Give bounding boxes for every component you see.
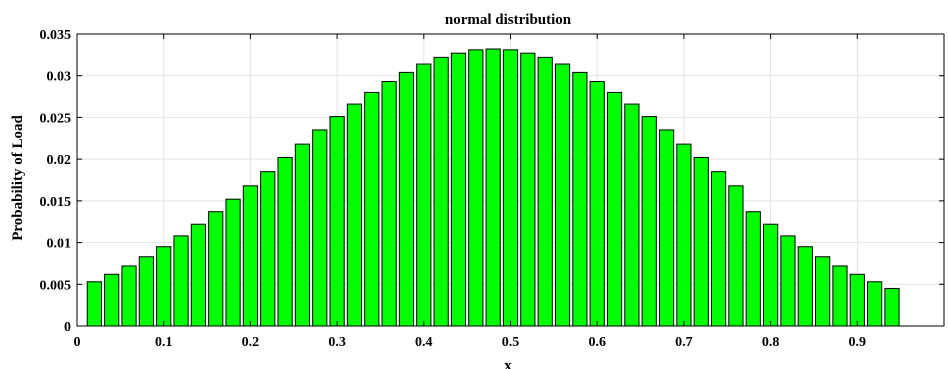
x-tick-label: 0.3	[328, 335, 346, 350]
chart-title: normal distribution	[445, 12, 572, 28]
x-tick-label: 0.1	[155, 335, 173, 350]
bar	[728, 185, 744, 327]
bar	[433, 56, 449, 327]
bar	[173, 235, 189, 327]
y-tick-label: 0.02	[47, 153, 72, 168]
bar	[693, 156, 709, 327]
y-tick-label: 0.035	[40, 28, 72, 43]
bar	[225, 198, 241, 327]
bar	[589, 81, 605, 327]
bar	[797, 246, 813, 327]
bar	[676, 143, 692, 327]
bar	[867, 281, 883, 327]
x-axis-ticks: 0 0.1 0.2 0.3 0.4 0.5 0.6 0.7 0.8 0.9	[74, 34, 867, 350]
bar	[762, 223, 779, 327]
bar	[329, 116, 345, 327]
bar	[502, 49, 519, 327]
bar	[416, 63, 432, 327]
x-axis-title: x	[504, 358, 512, 369]
bar	[364, 91, 380, 327]
y-tick-label: 0.01	[47, 237, 72, 252]
y-tick-label: 0	[64, 320, 71, 335]
bar	[658, 129, 675, 327]
bar	[381, 81, 397, 327]
bar	[121, 265, 137, 327]
x-tick-label: 0.9	[849, 335, 867, 350]
bar	[294, 143, 311, 327]
y-tick-label: 0.015	[40, 195, 72, 210]
bar	[520, 52, 536, 327]
bar	[572, 71, 588, 327]
x-tick-label: 0.8	[762, 335, 780, 350]
x-tick-label: 0.7	[675, 335, 693, 350]
bar	[815, 256, 831, 327]
bar	[277, 156, 293, 327]
x-tick-label: 0.6	[588, 335, 606, 350]
bar	[745, 211, 761, 327]
bar	[260, 171, 276, 327]
y-axis-ticks: 0 0.005 0.01 0.015 0.02 0.025 0.03 0.035	[40, 28, 944, 335]
bar	[190, 223, 206, 327]
bars-group	[86, 48, 900, 327]
x-tick-label: 0.2	[242, 335, 260, 350]
bar	[884, 287, 900, 327]
y-tick-label: 0.005	[40, 278, 72, 293]
y-tick-label: 0.03	[47, 70, 72, 85]
bar	[485, 48, 501, 327]
bar	[346, 103, 363, 327]
bar	[606, 91, 623, 327]
bar	[832, 265, 848, 327]
bar	[780, 235, 796, 327]
x-tick-label: 0.4	[415, 335, 433, 350]
bar	[104, 273, 120, 327]
x-tick-label: 0	[74, 335, 81, 350]
bar	[242, 185, 259, 327]
bar	[468, 49, 484, 327]
bar	[86, 281, 102, 327]
x-tick-label: 0.5	[502, 335, 520, 350]
bar	[138, 256, 154, 327]
y-axis-title: Probability of Load	[10, 115, 26, 241]
bar	[398, 71, 415, 327]
bar	[156, 246, 172, 327]
bar	[710, 171, 727, 327]
bar	[450, 52, 467, 327]
bar	[624, 103, 640, 327]
bar	[641, 116, 657, 327]
bar	[208, 211, 224, 327]
y-tick-label: 0.025	[40, 111, 72, 126]
bar	[554, 63, 571, 327]
bar	[537, 56, 553, 327]
bar	[849, 273, 865, 327]
bar	[312, 129, 328, 327]
